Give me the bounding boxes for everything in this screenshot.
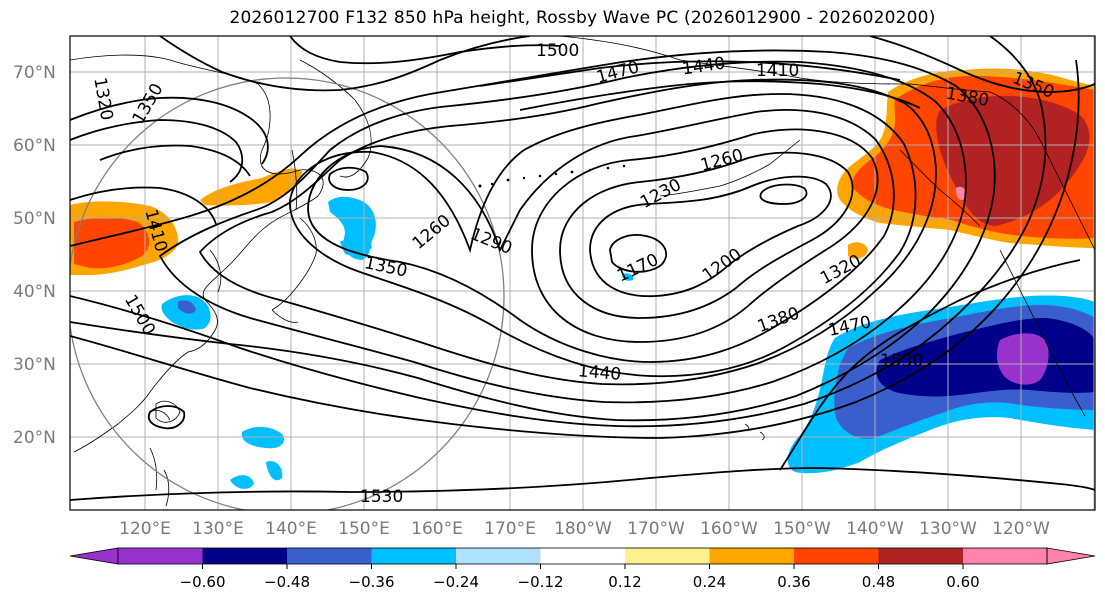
colorbar-tick-label: 0.12	[608, 573, 641, 591]
colorbar: −0.60 −0.48 −0.36 −0.24 −0.12 0.12 0.24 …	[69, 547, 1096, 591]
lon-label: 170°W	[627, 519, 685, 539]
colorbar-segment	[540, 548, 625, 564]
colorbar-segment	[287, 548, 372, 564]
contour-label: 1440	[577, 361, 622, 385]
colorbar-tick-label: −0.24	[433, 573, 479, 591]
lat-label-40n: 40°N	[13, 282, 56, 302]
lon-label: 130°W	[919, 519, 977, 539]
colorbar-tick-label: −0.36	[349, 573, 395, 591]
colorbar-segment	[963, 548, 1047, 564]
plot-border	[69, 35, 1096, 511]
colorbar-segment	[456, 548, 541, 564]
negative-anomaly-tropics-3	[230, 475, 254, 489]
colorbar-segment	[794, 548, 879, 564]
colorbar-tick-label: −0.48	[264, 573, 310, 591]
positive-anomaly-pink	[955, 186, 967, 200]
lat-label-30n: 30°N	[13, 355, 56, 375]
contour-label: 1500	[536, 41, 579, 61]
lon-label: 120°E	[119, 519, 171, 539]
colorbar-tick-label: 0.24	[693, 573, 726, 591]
lon-label: 160°E	[411, 519, 463, 539]
colorbar-segment	[118, 548, 203, 564]
lon-label: 180°W	[554, 519, 612, 539]
positive-anomaly-darkred	[936, 95, 1090, 226]
negative-anomaly-east-china	[178, 300, 196, 314]
colorbar-segment	[709, 548, 794, 564]
colorbar-tick-label: 0.48	[862, 573, 895, 591]
positive-anomaly-okhotsk	[200, 168, 302, 206]
lon-label: 170°E	[484, 519, 536, 539]
map-title: 2026012700 F132 850 hPa height, Rossby W…	[229, 8, 936, 28]
colorbar-segment	[371, 548, 456, 564]
colorbar-tick-label: 0.36	[777, 573, 810, 591]
lon-label: 120°W	[992, 519, 1050, 539]
negative-anomaly-tropics-1	[241, 426, 285, 449]
lon-label: 160°W	[700, 519, 758, 539]
contour-label: 1530	[880, 351, 923, 371]
lat-label-60n: 60°N	[13, 136, 56, 156]
negative-anomaly-east-purple	[996, 333, 1049, 385]
lat-label-50n: 50°N	[13, 209, 56, 229]
lon-label: 150°E	[338, 519, 390, 539]
positive-anomaly-west-orangered	[74, 217, 150, 269]
negative-anomaly-small	[622, 273, 634, 281]
negative-anomaly-tropics-2	[266, 460, 283, 481]
colorbar-segment	[878, 548, 963, 564]
colorbar-extend-max	[1046, 547, 1096, 565]
height-contours	[70, 36, 1095, 501]
lat-label-70n: 70°N	[13, 63, 56, 83]
lon-label: 140°E	[265, 519, 317, 539]
colorbar-outline	[117, 547, 1048, 565]
latitude-labels: 70°N 60°N 50°N 40°N 30°N 20°N	[13, 63, 56, 448]
lat-label-20n: 20°N	[13, 428, 56, 448]
influence-circle	[70, 77, 505, 510]
colorbar-tick-label: −0.60	[180, 573, 226, 591]
colorbar-tick-label: 0.60	[946, 573, 979, 591]
aleutian-islands	[478, 164, 626, 188]
positive-anomaly-orange-small	[848, 242, 868, 259]
colorbar-extend-min	[69, 547, 119, 565]
colorbar-tick-label: −0.12	[518, 573, 564, 591]
colorbar-segment	[202, 548, 287, 564]
anomaly-shading	[70, 68, 1095, 489]
contour-label: 1410	[756, 61, 799, 81]
colorbar-segment	[625, 548, 710, 564]
lon-label: 150°W	[773, 519, 831, 539]
contour-label: 1530	[360, 487, 403, 507]
lon-label: 130°E	[192, 519, 244, 539]
lon-label: 140°W	[846, 519, 904, 539]
longitude-labels: 120°E 130°E 140°E 150°E 160°E 170°E 180°…	[119, 519, 1050, 539]
